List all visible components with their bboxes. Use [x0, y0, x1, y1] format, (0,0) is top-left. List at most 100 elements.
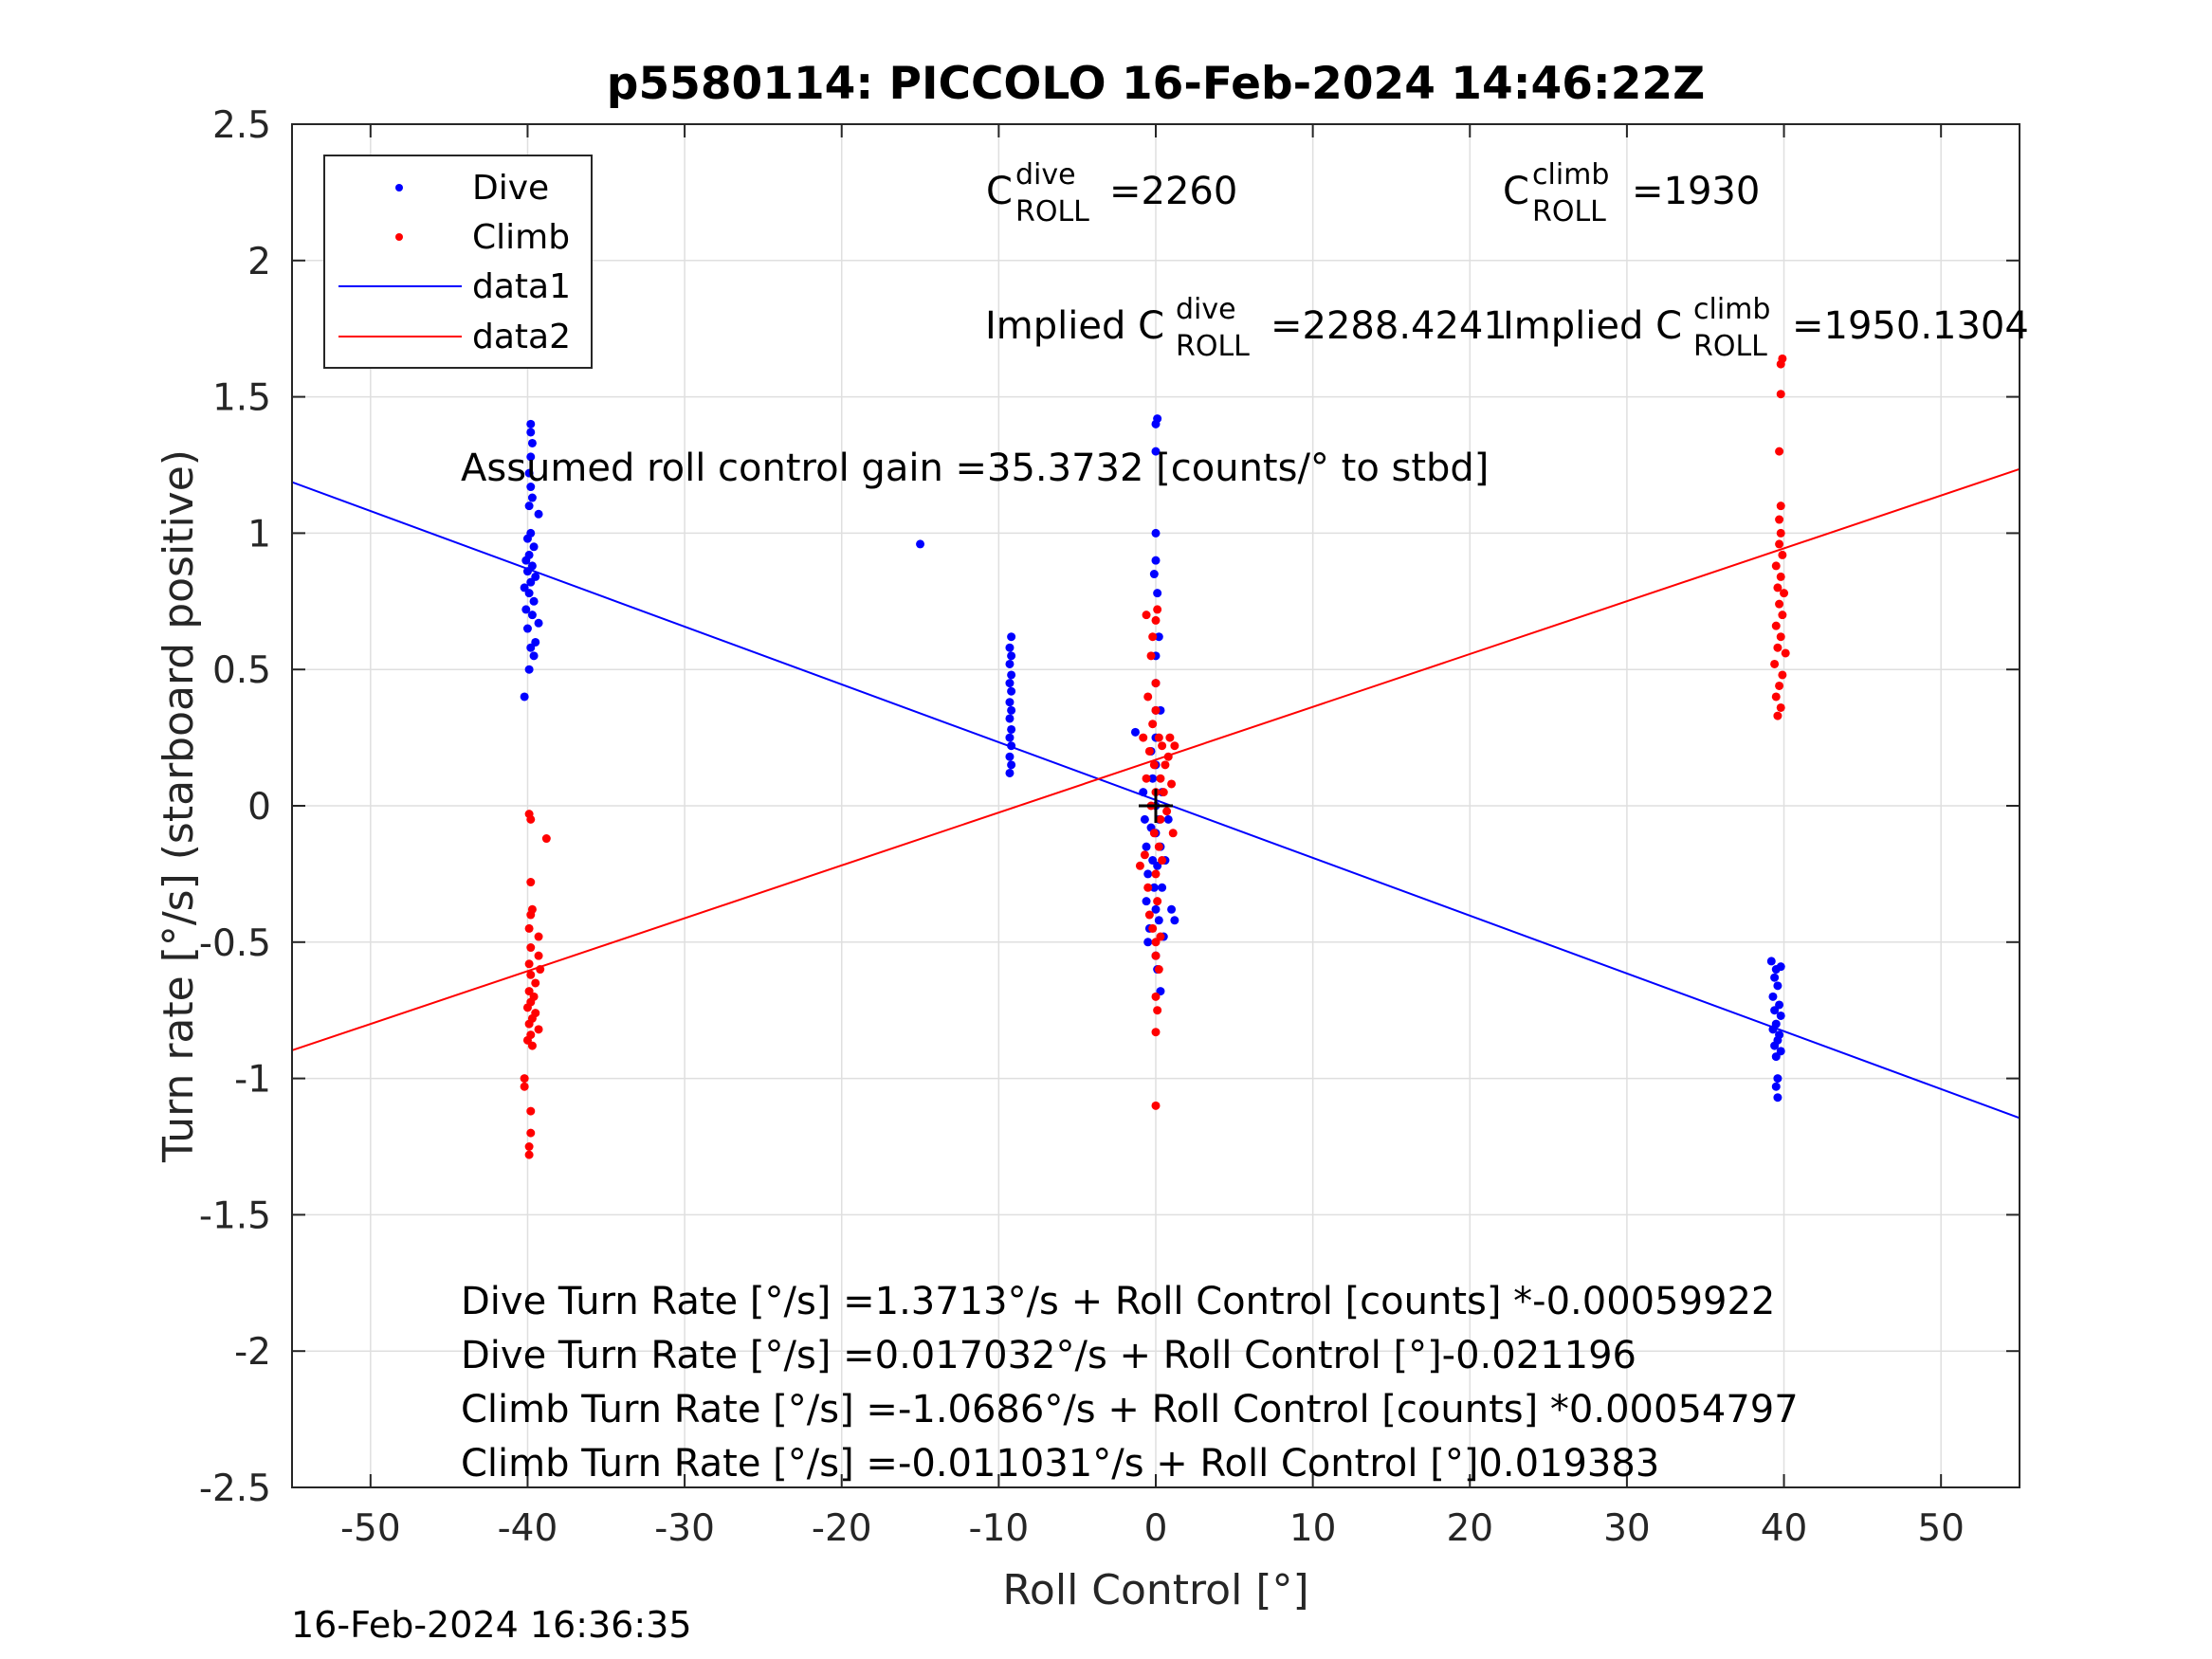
- climb-point: [1151, 869, 1161, 879]
- dive-point: [1005, 768, 1015, 777]
- dive-point: [526, 419, 536, 428]
- c-climb-sup: climb: [1532, 158, 1609, 191]
- climb-point: [1775, 539, 1784, 549]
- implied-dive-prefix: Implied C: [985, 304, 1164, 348]
- dive-point: [1140, 814, 1149, 824]
- dive-point: [1005, 698, 1015, 707]
- climb-point: [1153, 1006, 1162, 1015]
- dive-point: [1007, 741, 1016, 751]
- dive-point: [527, 561, 537, 571]
- dive-point: [1130, 727, 1140, 737]
- c-roll-dive-annotation: C dive ROLL =2260: [986, 158, 1237, 228]
- climb-point: [1156, 932, 1165, 941]
- dive-point: [1151, 904, 1161, 914]
- climb-point: [1778, 611, 1787, 620]
- c-dive-value: =2260: [1109, 170, 1237, 213]
- implied-climb-value: =1950.1304: [1792, 304, 2029, 348]
- dive-point: [531, 637, 540, 647]
- climb-point: [1139, 733, 1148, 742]
- y-tick-label: 2.5: [212, 104, 271, 147]
- climb-point: [520, 1074, 529, 1084]
- dive-point: [1139, 788, 1148, 797]
- dive-point: [531, 572, 540, 581]
- climb-point: [1135, 861, 1144, 870]
- climb-point: [1778, 670, 1787, 680]
- x-tick-label: -30: [654, 1507, 715, 1550]
- center-marker: [1139, 789, 1173, 823]
- climb-point: [1776, 632, 1785, 642]
- dive-point: [1149, 883, 1159, 892]
- climb-point: [1151, 1028, 1161, 1037]
- dive-point: [1007, 670, 1016, 680]
- dive-point: [1776, 1011, 1785, 1020]
- climb-point: [1154, 965, 1163, 975]
- climb-point: [1776, 528, 1785, 538]
- series-dive: [520, 359, 1785, 1103]
- dive-point: [1773, 1074, 1782, 1084]
- y-axis-title: Turn rate [°/s] (starboard positive): [155, 449, 203, 1163]
- footer-timestamp: 16-Feb-2024 16:36:35: [291, 1604, 692, 1646]
- dive-point: [1776, 962, 1785, 972]
- dive-point: [526, 483, 536, 492]
- dive-point: [1005, 659, 1015, 668]
- c-climb-sub: ROLL: [1532, 195, 1606, 228]
- dive-point: [522, 624, 532, 633]
- climb-point: [1151, 615, 1161, 625]
- climb-point: [524, 959, 534, 969]
- climb-point: [1156, 814, 1165, 824]
- dive-point: [521, 605, 531, 614]
- x-tick-label: 0: [1144, 1507, 1168, 1550]
- data-points: [520, 354, 1790, 1159]
- x-tick-label: 10: [1289, 1507, 1337, 1550]
- dive-point: [520, 692, 529, 702]
- climb-point: [1154, 733, 1163, 742]
- dive-point: [1768, 992, 1778, 1001]
- y-tick-label: -1.5: [199, 1194, 271, 1237]
- implied-climb-prefix: Implied C: [1503, 304, 1682, 348]
- climb-point: [520, 1082, 529, 1091]
- fit-line-data2: [291, 467, 2020, 1051]
- dive-point: [1149, 570, 1159, 579]
- climb-point: [527, 1041, 537, 1050]
- dive-point: [1005, 679, 1015, 688]
- climb-point: [1775, 515, 1784, 524]
- x-axis-title: Roll Control [°]: [1002, 1566, 1308, 1614]
- c-dive-sup: dive: [1015, 158, 1076, 191]
- climb-point: [1165, 733, 1175, 742]
- climb-point: [524, 1019, 534, 1029]
- c-climb-base: C: [1503, 170, 1529, 213]
- climb-point: [1151, 992, 1161, 1001]
- legend-data2-label: data2: [472, 318, 571, 356]
- legend-dive-marker: [395, 184, 403, 191]
- dive-point: [1007, 724, 1016, 734]
- y-tick-labels: 2.5 2 1.5 1 0.5 0 -0.5 -1 -1.5 -2 -2.5: [199, 104, 271, 1510]
- climb-point: [526, 1128, 536, 1138]
- climb-point: [526, 910, 536, 920]
- x-tick-label: 40: [1761, 1507, 1808, 1550]
- implied-dive-value: =2288.4241: [1271, 304, 1508, 348]
- climb-point: [1776, 572, 1785, 581]
- climb-point: [526, 814, 536, 824]
- y-tick-label: -2: [234, 1331, 271, 1374]
- climb-point: [524, 923, 534, 933]
- implied-climb-sub: ROLL: [1693, 330, 1767, 363]
- implied-dive-sup: dive: [1176, 293, 1236, 326]
- dive-point: [527, 493, 537, 502]
- climb-point: [1778, 354, 1787, 363]
- dive-point: [534, 618, 543, 628]
- dive-point: [1142, 842, 1151, 851]
- climb-point: [1161, 760, 1170, 770]
- dive-point: [1007, 632, 1016, 642]
- equation-dive-counts: Dive Turn Rate [°/s] =1.3713°/s + Roll C…: [461, 1280, 1775, 1323]
- climb-point: [1143, 883, 1153, 892]
- climb-point: [1142, 774, 1151, 783]
- climb-point: [526, 943, 536, 953]
- climb-point: [1144, 746, 1154, 756]
- climb-point: [1158, 856, 1167, 866]
- climb-point: [1146, 651, 1156, 661]
- dive-point: [1007, 760, 1016, 770]
- dive-point: [1007, 651, 1016, 661]
- dive-point: [1151, 528, 1161, 538]
- dive-point: [527, 438, 537, 447]
